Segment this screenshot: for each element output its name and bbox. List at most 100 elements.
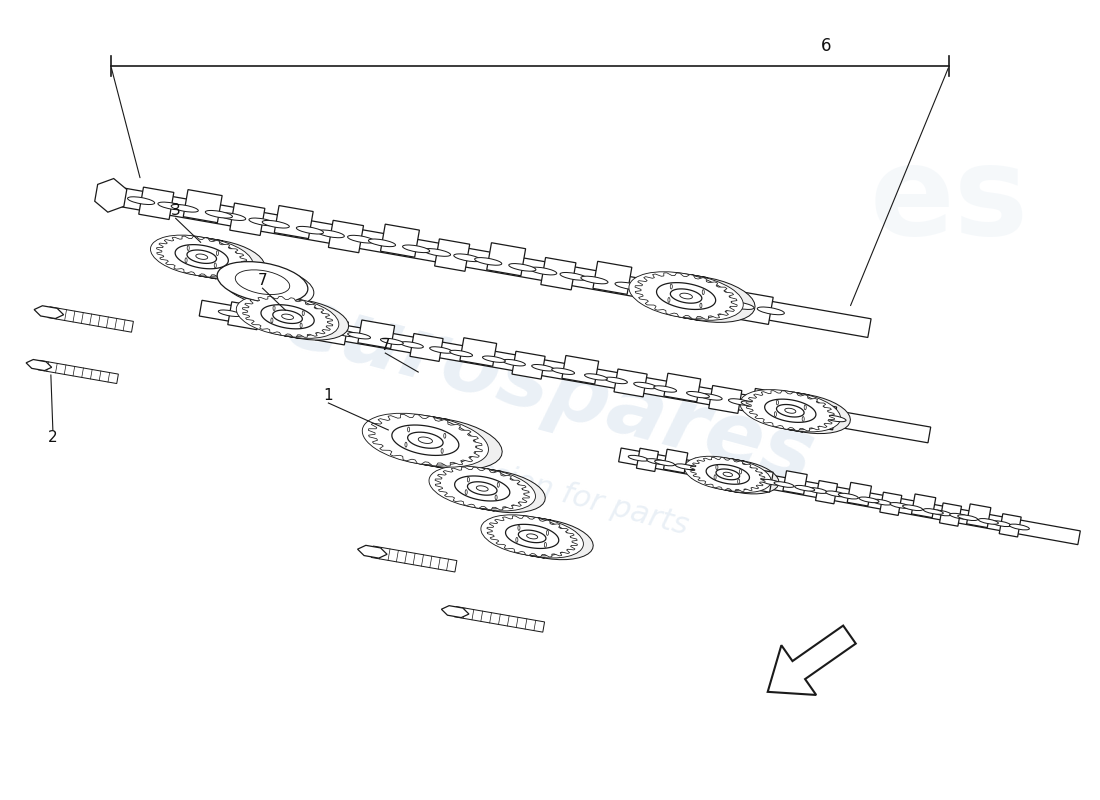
Polygon shape xyxy=(527,534,538,539)
Polygon shape xyxy=(544,542,547,547)
Ellipse shape xyxy=(235,270,289,294)
Polygon shape xyxy=(768,626,856,695)
Ellipse shape xyxy=(654,460,674,466)
Ellipse shape xyxy=(158,202,185,210)
Polygon shape xyxy=(273,306,275,310)
Polygon shape xyxy=(271,318,273,323)
Ellipse shape xyxy=(700,394,722,400)
Polygon shape xyxy=(664,374,701,402)
Ellipse shape xyxy=(128,197,155,205)
Polygon shape xyxy=(468,482,497,495)
Ellipse shape xyxy=(475,258,502,266)
Polygon shape xyxy=(516,538,518,542)
Polygon shape xyxy=(242,296,333,338)
Polygon shape xyxy=(228,302,261,330)
Polygon shape xyxy=(777,405,804,417)
Ellipse shape xyxy=(248,315,271,322)
Ellipse shape xyxy=(296,226,323,234)
Polygon shape xyxy=(635,273,737,319)
Ellipse shape xyxy=(890,502,910,508)
Polygon shape xyxy=(34,306,64,318)
Ellipse shape xyxy=(381,338,404,345)
Polygon shape xyxy=(358,546,387,558)
Polygon shape xyxy=(434,467,529,510)
Ellipse shape xyxy=(441,468,536,511)
Polygon shape xyxy=(618,448,1080,545)
Ellipse shape xyxy=(794,486,815,491)
Polygon shape xyxy=(777,400,779,405)
Ellipse shape xyxy=(223,266,314,306)
Ellipse shape xyxy=(672,292,698,300)
Polygon shape xyxy=(184,190,222,222)
Polygon shape xyxy=(217,250,219,256)
Ellipse shape xyxy=(634,382,657,389)
Ellipse shape xyxy=(403,245,430,253)
Ellipse shape xyxy=(923,509,944,514)
Polygon shape xyxy=(465,490,468,494)
Ellipse shape xyxy=(217,262,308,302)
Ellipse shape xyxy=(374,415,488,467)
Ellipse shape xyxy=(249,298,339,338)
Text: 7: 7 xyxy=(381,338,390,353)
Polygon shape xyxy=(187,250,217,263)
Polygon shape xyxy=(487,516,551,558)
Ellipse shape xyxy=(807,488,827,494)
Ellipse shape xyxy=(871,499,892,505)
Polygon shape xyxy=(486,242,526,276)
Polygon shape xyxy=(446,608,464,615)
Ellipse shape xyxy=(740,390,828,430)
Polygon shape xyxy=(716,465,718,470)
Polygon shape xyxy=(637,448,659,471)
Polygon shape xyxy=(441,449,443,454)
Polygon shape xyxy=(716,469,739,480)
Ellipse shape xyxy=(653,386,676,392)
Polygon shape xyxy=(392,425,459,455)
Polygon shape xyxy=(39,308,59,316)
Polygon shape xyxy=(680,293,692,299)
Polygon shape xyxy=(774,412,777,417)
Polygon shape xyxy=(746,390,810,432)
Polygon shape xyxy=(670,289,702,303)
Ellipse shape xyxy=(684,456,759,490)
Polygon shape xyxy=(764,399,816,422)
Polygon shape xyxy=(939,503,961,526)
Ellipse shape xyxy=(958,515,978,521)
Ellipse shape xyxy=(774,482,794,487)
Ellipse shape xyxy=(236,295,327,336)
Polygon shape xyxy=(723,472,733,477)
Ellipse shape xyxy=(293,323,316,330)
Polygon shape xyxy=(751,469,773,492)
Polygon shape xyxy=(739,469,741,474)
Ellipse shape xyxy=(483,356,505,362)
Polygon shape xyxy=(156,236,223,278)
Polygon shape xyxy=(738,292,773,325)
Polygon shape xyxy=(880,492,902,515)
Ellipse shape xyxy=(683,466,703,471)
Ellipse shape xyxy=(640,274,744,320)
Polygon shape xyxy=(497,482,499,487)
Polygon shape xyxy=(434,467,502,511)
Polygon shape xyxy=(282,314,294,319)
Ellipse shape xyxy=(823,415,846,422)
Polygon shape xyxy=(738,479,740,484)
Ellipse shape xyxy=(552,368,574,374)
Polygon shape xyxy=(460,338,497,366)
Ellipse shape xyxy=(605,377,627,384)
Polygon shape xyxy=(381,224,419,258)
Ellipse shape xyxy=(978,518,999,524)
Polygon shape xyxy=(368,414,449,467)
Polygon shape xyxy=(261,305,315,329)
Ellipse shape xyxy=(838,494,858,499)
Text: 7: 7 xyxy=(257,273,267,288)
Polygon shape xyxy=(718,459,743,483)
Ellipse shape xyxy=(727,302,754,310)
Polygon shape xyxy=(95,178,126,212)
Ellipse shape xyxy=(481,514,572,556)
Ellipse shape xyxy=(348,333,371,339)
Polygon shape xyxy=(410,334,443,362)
Polygon shape xyxy=(691,458,766,491)
Ellipse shape xyxy=(219,213,245,221)
Polygon shape xyxy=(405,442,407,447)
Ellipse shape xyxy=(991,521,1011,526)
Ellipse shape xyxy=(932,510,952,516)
